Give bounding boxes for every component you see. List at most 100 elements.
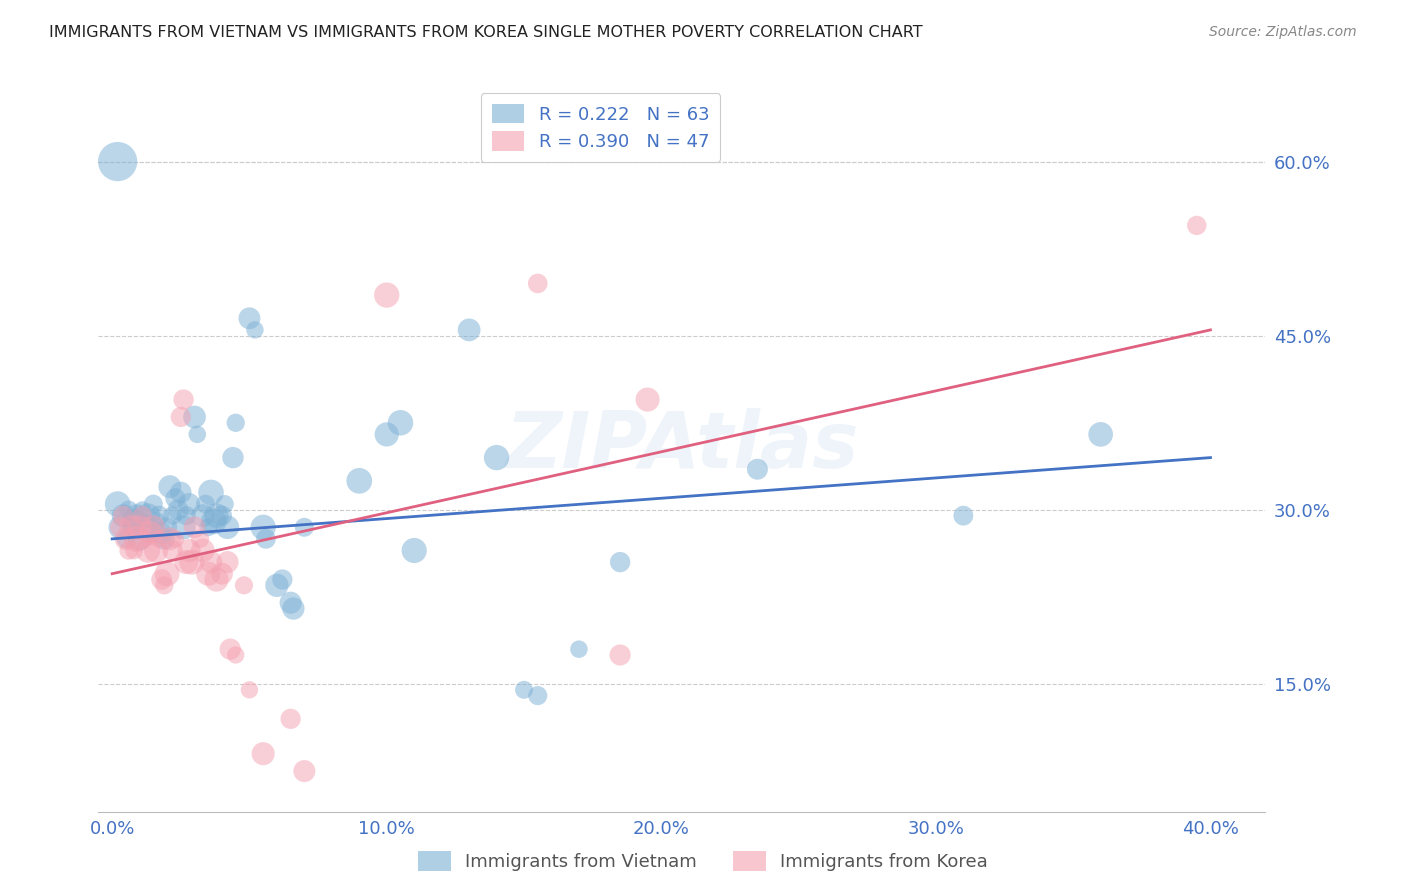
Point bbox=[217, 520, 239, 534]
Point bbox=[122, 515, 145, 529]
Point bbox=[222, 450, 245, 465]
Point bbox=[112, 508, 135, 523]
Point bbox=[389, 416, 412, 430]
Point bbox=[150, 573, 173, 587]
Point bbox=[197, 520, 219, 534]
Point bbox=[458, 323, 481, 337]
Point bbox=[252, 520, 274, 534]
Point bbox=[156, 520, 179, 534]
Point bbox=[115, 532, 138, 546]
Point bbox=[225, 416, 247, 430]
Point bbox=[292, 520, 315, 534]
Point bbox=[136, 508, 159, 523]
Point bbox=[136, 543, 159, 558]
Legend: R = 0.222   N = 63, R = 0.390   N = 47: R = 0.222 N = 63, R = 0.390 N = 47 bbox=[481, 93, 720, 161]
Point bbox=[526, 277, 548, 291]
Point bbox=[609, 555, 631, 569]
Point bbox=[165, 491, 187, 506]
Legend: Immigrants from Vietnam, Immigrants from Korea: Immigrants from Vietnam, Immigrants from… bbox=[411, 844, 995, 879]
Point bbox=[197, 566, 219, 581]
Point bbox=[225, 648, 247, 662]
Point bbox=[150, 526, 173, 541]
Point bbox=[107, 154, 129, 169]
Point bbox=[139, 526, 162, 541]
Point bbox=[375, 288, 398, 302]
Point bbox=[238, 682, 260, 697]
Point bbox=[188, 532, 211, 546]
Point bbox=[238, 311, 260, 326]
Point bbox=[110, 520, 132, 534]
Point bbox=[139, 526, 162, 541]
Point bbox=[162, 543, 184, 558]
Point bbox=[112, 508, 135, 523]
Point bbox=[159, 532, 181, 546]
Point bbox=[526, 689, 548, 703]
Point bbox=[145, 515, 167, 529]
Point bbox=[148, 508, 170, 523]
Point bbox=[747, 462, 769, 476]
Point bbox=[148, 532, 170, 546]
Point bbox=[170, 485, 193, 500]
Point bbox=[122, 543, 145, 558]
Point bbox=[174, 508, 197, 523]
Point bbox=[217, 555, 239, 569]
Point bbox=[186, 427, 208, 442]
Point bbox=[219, 642, 242, 657]
Point bbox=[233, 578, 256, 592]
Point bbox=[128, 520, 150, 534]
Point bbox=[180, 555, 202, 569]
Point bbox=[128, 532, 150, 546]
Point bbox=[194, 497, 217, 511]
Point bbox=[153, 578, 176, 592]
Point bbox=[200, 555, 222, 569]
Point bbox=[134, 520, 156, 534]
Point bbox=[292, 764, 315, 778]
Point bbox=[167, 503, 190, 517]
Point bbox=[280, 596, 302, 610]
Point bbox=[211, 566, 233, 581]
Point bbox=[243, 323, 266, 337]
Point bbox=[125, 508, 148, 523]
Point bbox=[200, 485, 222, 500]
Point bbox=[266, 578, 288, 592]
Point bbox=[211, 508, 233, 523]
Point bbox=[170, 409, 193, 424]
Point bbox=[134, 532, 156, 546]
Point bbox=[283, 601, 305, 615]
Point bbox=[349, 474, 371, 488]
Point bbox=[214, 497, 236, 511]
Point bbox=[252, 747, 274, 761]
Point bbox=[120, 520, 142, 534]
Point bbox=[156, 566, 179, 581]
Point bbox=[568, 642, 591, 657]
Point bbox=[637, 392, 659, 407]
Point bbox=[142, 497, 165, 511]
Point bbox=[142, 520, 165, 534]
Point bbox=[485, 450, 508, 465]
Point bbox=[513, 682, 536, 697]
Point bbox=[125, 532, 148, 546]
Point bbox=[177, 497, 200, 511]
Point bbox=[162, 508, 184, 523]
Point bbox=[183, 520, 205, 534]
Text: IMMIGRANTS FROM VIETNAM VS IMMIGRANTS FROM KOREA SINGLE MOTHER POVERTY CORRELATI: IMMIGRANTS FROM VIETNAM VS IMMIGRANTS FR… bbox=[49, 25, 922, 40]
Point bbox=[202, 515, 225, 529]
Point bbox=[254, 532, 277, 546]
Point bbox=[153, 532, 176, 546]
Text: Source: ZipAtlas.com: Source: ZipAtlas.com bbox=[1209, 25, 1357, 39]
Point bbox=[205, 573, 228, 587]
Point bbox=[145, 543, 167, 558]
Point bbox=[205, 508, 228, 523]
Point bbox=[609, 648, 631, 662]
Text: ZIPAtlas: ZIPAtlas bbox=[505, 408, 859, 484]
Point bbox=[117, 543, 139, 558]
Point bbox=[173, 392, 195, 407]
Point bbox=[159, 480, 181, 494]
Point bbox=[183, 409, 205, 424]
Point bbox=[131, 508, 153, 523]
Point bbox=[191, 508, 214, 523]
Point bbox=[404, 543, 426, 558]
Point bbox=[271, 573, 294, 587]
Point bbox=[131, 503, 153, 517]
Point bbox=[174, 555, 197, 569]
